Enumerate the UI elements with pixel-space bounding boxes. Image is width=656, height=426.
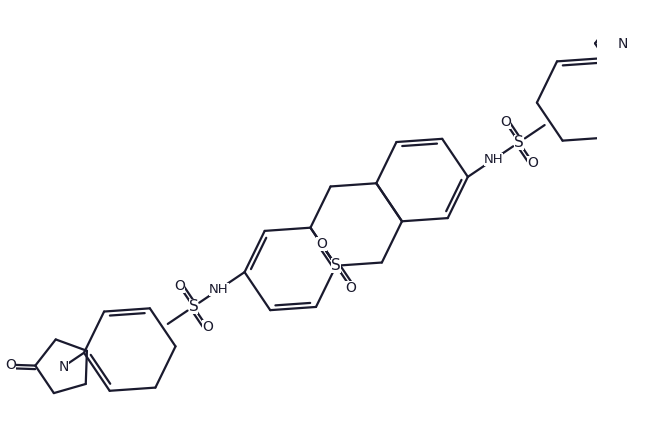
Text: O: O xyxy=(316,237,327,251)
Text: N: N xyxy=(58,360,69,374)
Text: N: N xyxy=(618,37,628,52)
Text: O: O xyxy=(202,320,213,334)
Text: NH: NH xyxy=(209,283,229,296)
Text: O: O xyxy=(5,358,16,372)
Text: NH: NH xyxy=(483,153,503,166)
Text: S: S xyxy=(514,135,524,150)
Text: O: O xyxy=(527,156,539,170)
Text: S: S xyxy=(188,299,198,314)
Text: O: O xyxy=(346,281,356,295)
Text: S: S xyxy=(331,258,341,273)
Text: O: O xyxy=(174,279,185,293)
Text: O: O xyxy=(500,115,510,129)
